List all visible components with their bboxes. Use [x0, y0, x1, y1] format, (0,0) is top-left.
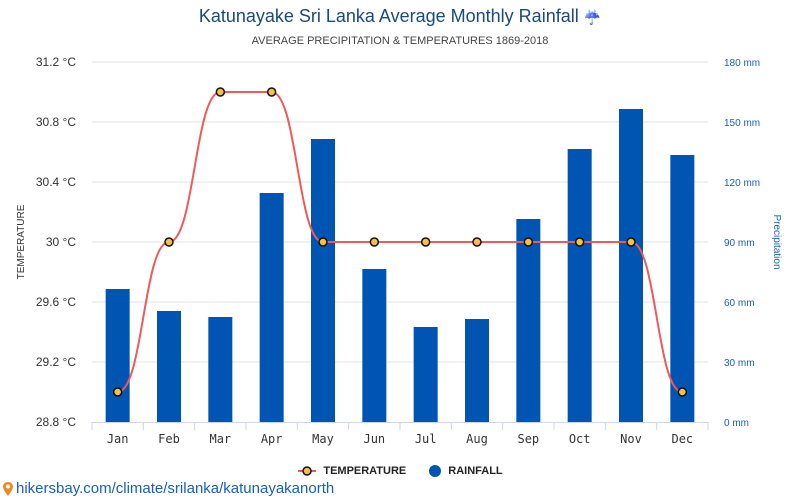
x-tick-label: Oct [569, 432, 591, 446]
temperature-point [420, 237, 431, 247]
y-right-tick-label: 120 mm [724, 178, 760, 189]
rainfall-bar [105, 289, 130, 422]
rainfall-bar [259, 193, 284, 422]
y-right-tick-label: 30 mm [724, 358, 755, 369]
rainfall-bar [362, 269, 387, 422]
x-tick-label: Aug [466, 432, 488, 446]
y-left-tick-label: 31.2 °C [36, 55, 76, 69]
chart-title-text: Katunayake Sri Lanka Average Monthly Rai… [198, 6, 579, 26]
temperature-point [318, 237, 328, 247]
rainfall-bar [157, 311, 181, 422]
temperature-point [677, 387, 688, 397]
y-right-tick-label: 0 mm [724, 418, 749, 429]
y-left-tick-label: 30 °C [46, 235, 76, 249]
x-axis: Jan Feb Mar Apr May Jun Jul Aug Sep Oct Nov Dec [91, 422, 709, 446]
rainfall-bar [311, 139, 335, 422]
x-tick-label: Feb [158, 432, 180, 446]
rainfall-bar [567, 149, 592, 422]
y-right-tick-label: 60 mm [724, 298, 755, 309]
y-left-tick-label: 28.8 °C [36, 415, 76, 429]
temperature-point [472, 237, 482, 247]
rainfall-bar [208, 317, 233, 422]
legend: TEMPERATURE RAINFALL [0, 464, 800, 478]
rainfall-bar [619, 109, 643, 422]
x-tick-label: Apr [261, 432, 283, 446]
temperature-point [574, 237, 585, 247]
rainfall-bars [105, 109, 695, 422]
temperature-point [266, 87, 277, 97]
y-axis-right-title: Precipitation [771, 214, 782, 269]
chart-plot: Jan Feb Mar Apr May Jun Jul Aug Sep Oct Nov Dec 31.… [16, 55, 782, 446]
y-axis-left-title: TEMPERATURE [16, 204, 27, 279]
chart-subtitle: AVERAGE PRECIPITATION & TEMPERATURES 186… [251, 35, 549, 47]
y-right-tick-label: 150 mm [724, 118, 760, 129]
umbrella-rain-icon: ☔ [583, 9, 602, 25]
temperature-point [523, 237, 534, 247]
temperature-legend-icon [298, 466, 317, 476]
rainfall-bar [670, 155, 695, 422]
legend-label-temperature: TEMPERATURE [323, 465, 407, 477]
rainfall-bar [413, 327, 438, 422]
rainfall-bar [516, 219, 541, 422]
source-url[interactable]: hikersbay.com/climate/srilanka/katunayak… [16, 480, 335, 497]
y-right-tick-label: 90 mm [724, 238, 755, 249]
y-axis-left: 31.2 °C 30.8 °C 30.4 °C 30 °C 29.6 °C 29.2 °C… [36, 55, 76, 429]
temperature-point [626, 237, 636, 247]
temperature-line [117, 91, 683, 393]
x-tick-label: Jul [415, 432, 437, 446]
temperature-point [215, 87, 226, 97]
temperature-point [112, 387, 123, 397]
x-tick-label: Dec [671, 432, 693, 446]
rainfall-bar [465, 319, 489, 422]
y-left-tick-label: 30.4 °C [36, 175, 76, 189]
y-left-tick-label: 29.2 °C [36, 355, 76, 369]
y-right-tick-label: 180 mm [724, 58, 760, 69]
temperature-line-group [112, 87, 688, 397]
y-left-tick-label: 30.8 °C [36, 115, 76, 129]
x-tick-label: Jun [363, 432, 385, 446]
rainfall-legend-icon [429, 465, 442, 477]
source-link[interactable]: hikersbay.com/climate/srilanka/katunayak… [2, 480, 334, 497]
x-tick-label: Jan [107, 432, 129, 446]
location-pin-icon [3, 481, 13, 496]
x-tick-label: Sep [517, 432, 539, 446]
legend-label-rainfall: RAINFALL [448, 465, 503, 477]
x-tick-label: Mar [209, 432, 231, 446]
y-axis-right: 180 mm 150 mm 120 mm 90 mm 60 mm 30 mm 0 mm [724, 58, 760, 429]
legend-item-temperature[interactable]: TEMPERATURE [297, 464, 406, 478]
y-left-tick-label: 29.6 °C [36, 295, 76, 309]
temperature-point [164, 237, 174, 247]
legend-item-rainfall[interactable]: RAINFALL [428, 464, 503, 478]
temperature-point [369, 237, 380, 247]
x-tick-label: Nov [620, 432, 642, 446]
gridlines [92, 61, 708, 363]
x-tick-label: May [312, 432, 334, 446]
chart-title: Katunayake Sri Lanka Average Monthly Rai… [0, 6, 800, 27]
